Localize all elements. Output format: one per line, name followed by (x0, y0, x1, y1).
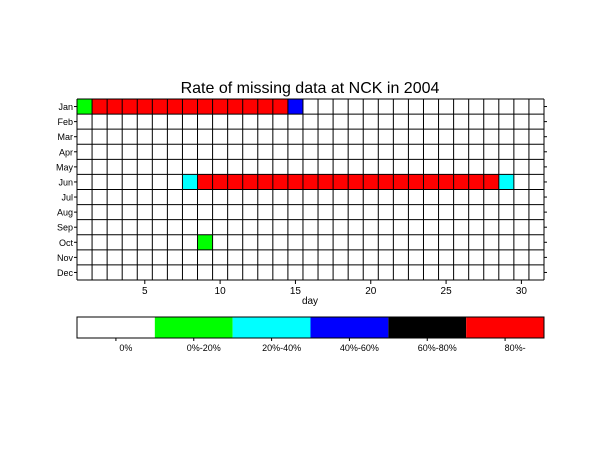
cell-jan-10 (212, 99, 228, 115)
x-tick-label-10: 10 (215, 286, 227, 297)
cell-jun-16 (302, 174, 319, 190)
x-tick-label-20: 20 (365, 286, 377, 297)
month-label-jan: Jan (58, 102, 73, 112)
x-tick-label-30: 30 (516, 286, 528, 297)
cell-jan-4 (122, 99, 138, 115)
cell-jan-7 (167, 99, 183, 115)
cell-jan-13 (257, 99, 273, 115)
cell-jan-14 (272, 99, 288, 115)
legend-label-3: 40%-60% (340, 343, 379, 353)
month-label-feb: Feb (57, 117, 73, 127)
legend-swatch-1 (154, 317, 233, 338)
cell-jun-25 (438, 174, 454, 190)
cell-jun-13 (257, 174, 273, 190)
cell-jan-15 (287, 99, 303, 115)
cell-jun-29 (498, 174, 514, 190)
cell-jun-8 (182, 174, 198, 190)
cell-jan-5 (137, 99, 153, 115)
month-label-dec: Dec (57, 268, 74, 278)
cell-jan-11 (227, 99, 243, 115)
cell-jun-27 (468, 174, 484, 190)
month-label-apr: Apr (59, 147, 73, 157)
x-tick-label-5: 5 (142, 286, 148, 297)
cell-jun-22 (393, 174, 409, 190)
cell-jan-8 (182, 99, 198, 115)
legend: 0% 0%-20% 20%-40% 40%-60% 60%-80% 80%- (76, 316, 545, 353)
cell-jan-2 (92, 99, 108, 115)
legend-swatch-2 (232, 317, 311, 338)
legend-swatch-5 (466, 317, 544, 338)
legend-swatch-4 (388, 317, 467, 338)
chart-title: Rate of missing data at NCK in 2004 (181, 80, 440, 97)
month-label-mar: Mar (58, 132, 74, 142)
month-label-nov: Nov (57, 253, 74, 263)
month-label-jul: Jul (61, 193, 73, 203)
month-label-jun: Jun (58, 177, 73, 187)
cell-jun-24 (423, 174, 439, 190)
month-labels: Jan Feb Mar Apr May Jun Jul Aug Sep Oct Nov Dec (56, 102, 547, 278)
month-label-sep: Sep (57, 223, 73, 233)
cell-jun-26 (453, 174, 469, 190)
legend-swatch-3 (310, 317, 389, 338)
x-axis-ticks: 5 10 15 20 25 30 (142, 280, 527, 297)
cell-jun-28 (483, 174, 499, 190)
cell-jan-6 (152, 99, 168, 115)
x-axis-label: day (302, 296, 318, 307)
x-tick-label-25: 25 (441, 286, 453, 297)
cell-oct-9 (197, 234, 213, 250)
cell-jan-12 (242, 99, 258, 115)
month-label-aug: Aug (57, 208, 73, 218)
cell-jun-19 (348, 174, 364, 190)
x-tick-label-15: 15 (290, 286, 302, 297)
legend-label-5: 80%- (505, 343, 526, 353)
cell-jun-18 (333, 174, 349, 190)
legend-label-0: 0% (119, 343, 132, 353)
cell-jun-12 (242, 174, 258, 190)
legend-label-2: 20%-40% (262, 343, 301, 353)
cell-jan-1 (77, 99, 93, 115)
cell-jun-11 (227, 174, 243, 190)
legend-swatch-0 (77, 317, 155, 338)
cell-jun-9 (197, 174, 213, 190)
legend-label-1: 0%-20% (187, 343, 221, 353)
cell-jun-21 (378, 174, 394, 190)
cell-jun-15 (287, 174, 303, 190)
month-label-may: May (56, 162, 74, 172)
cell-jan-3 (107, 99, 123, 115)
cell-jun-23 (408, 174, 424, 190)
cell-jun-14 (272, 174, 288, 190)
month-label-oct: Oct (59, 238, 74, 248)
grid-lines (76, 98, 545, 281)
cell-jan-9 (197, 99, 213, 115)
cell-jun-17 (318, 174, 334, 190)
legend-frame (76, 316, 545, 339)
cell-jun-10 (212, 174, 228, 190)
legend-label-4: 60%-80% (418, 343, 457, 353)
heatmap-cells (77, 99, 514, 250)
cell-jun-20 (363, 174, 379, 190)
